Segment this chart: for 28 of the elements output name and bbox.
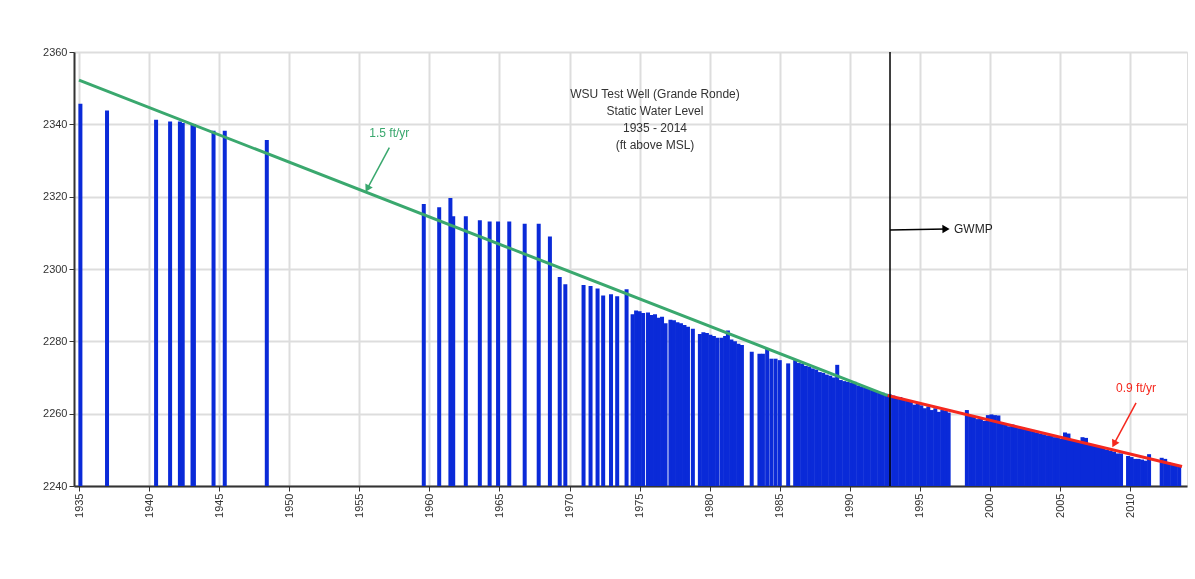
x-tick-label: 2005 xyxy=(1053,493,1066,518)
x-tick-label: 2010 xyxy=(1123,493,1136,518)
x-tick-label: 1990 xyxy=(843,493,856,518)
text: Static Water Level 1935 - 2014 (ft above MSL) xyxy=(606,104,704,152)
y-tick-label: 2240 xyxy=(43,479,68,492)
x-tick-label: 1995 xyxy=(913,493,926,518)
ref-line-label: GWMP xyxy=(954,221,993,236)
x-tick-label: 1975 xyxy=(633,493,646,518)
y-tick-label: 2320 xyxy=(43,190,68,203)
y-tick-label: 2360 xyxy=(43,45,68,58)
annotation: 1.5 ft/yr xyxy=(369,125,410,140)
y-tick-label: 2260 xyxy=(43,407,68,420)
x-tick-label: 2000 xyxy=(983,493,996,518)
x-tick-label: 1985 xyxy=(773,493,786,518)
x-tick-label: 1980 xyxy=(703,493,716,518)
x-tick-label: 1950 xyxy=(282,493,295,518)
x-tick-label: 1965 xyxy=(492,493,505,518)
x-tick-label: 1955 xyxy=(352,493,365,518)
x-tick-label: 1935 xyxy=(72,493,85,518)
annotation: 0.9 ft/yr xyxy=(1116,380,1157,395)
y-tick-label: 2300 xyxy=(43,262,68,275)
x-tick-label: 1940 xyxy=(142,493,155,518)
y-tick-label: 2280 xyxy=(43,334,68,347)
y-tick-label: 2340 xyxy=(43,117,68,130)
x-tick-label: 1970 xyxy=(563,493,576,518)
text: WSU Test Well (Grande Ronde) xyxy=(570,87,740,101)
x-tick-label: 1945 xyxy=(212,493,225,518)
x-tick-label: 1960 xyxy=(422,493,435,518)
